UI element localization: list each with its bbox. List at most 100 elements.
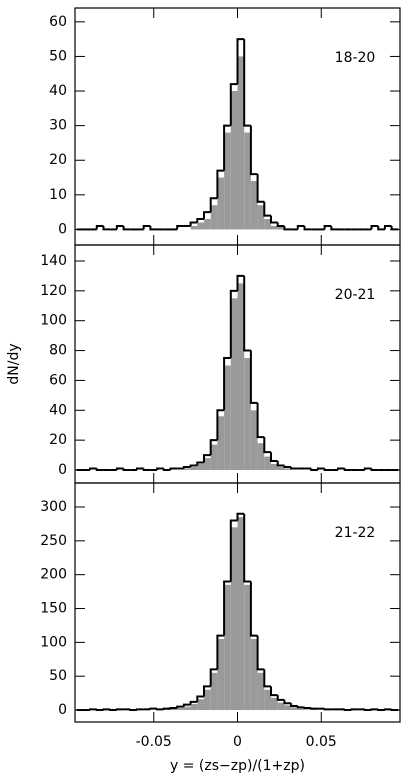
step xyxy=(276,461,285,467)
bar xyxy=(237,283,245,471)
bar xyxy=(244,584,251,711)
step xyxy=(202,685,211,697)
bar xyxy=(210,205,218,230)
step xyxy=(149,707,158,710)
y-tick-label: 0 xyxy=(58,221,67,237)
step xyxy=(316,467,325,471)
step xyxy=(370,468,379,472)
bar xyxy=(277,225,285,230)
panel-label: 20-21 xyxy=(335,287,376,303)
bar xyxy=(264,219,272,230)
step xyxy=(189,700,198,705)
step xyxy=(243,513,251,583)
step xyxy=(95,709,104,712)
step xyxy=(102,225,111,231)
step xyxy=(196,695,204,702)
bar xyxy=(304,709,312,711)
y-tick-label: 120 xyxy=(40,283,67,299)
bar xyxy=(224,365,231,471)
y-tick-label: 0 xyxy=(58,462,67,478)
step xyxy=(249,350,258,404)
bar xyxy=(177,707,184,711)
step xyxy=(182,466,191,469)
y-tick-label: 60 xyxy=(49,372,67,388)
y-axis-label: dN/dy xyxy=(6,343,22,384)
step xyxy=(263,201,272,217)
step xyxy=(229,83,238,126)
step xyxy=(142,468,151,472)
step xyxy=(176,224,184,230)
step xyxy=(343,709,352,712)
y-tick-label: 0 xyxy=(58,702,67,718)
bar xyxy=(244,132,251,230)
bar xyxy=(284,468,292,471)
x-tick-label: 0 xyxy=(233,734,242,750)
step xyxy=(209,197,218,213)
bar xyxy=(224,584,231,711)
step xyxy=(270,452,278,463)
step xyxy=(196,218,204,223)
bar xyxy=(183,468,191,471)
panel-label: 21-22 xyxy=(335,525,376,541)
bar xyxy=(277,702,285,711)
y-tick-label: 60 xyxy=(49,14,67,30)
step xyxy=(109,709,117,712)
bar xyxy=(250,638,258,711)
y-tick-label: 50 xyxy=(49,48,67,64)
bar xyxy=(230,298,238,471)
step xyxy=(323,224,332,230)
y-tick-label: 100 xyxy=(40,313,67,329)
step xyxy=(323,708,332,711)
step xyxy=(283,225,292,231)
step xyxy=(102,708,111,711)
step xyxy=(223,124,231,171)
y-tick-label: 150 xyxy=(40,601,67,617)
bar xyxy=(271,225,278,230)
step xyxy=(370,708,379,711)
step xyxy=(363,467,372,471)
step xyxy=(202,211,211,220)
bar xyxy=(163,709,171,711)
step xyxy=(162,468,171,472)
step xyxy=(276,695,285,701)
step xyxy=(229,519,238,582)
step xyxy=(135,467,144,471)
bar xyxy=(190,225,198,230)
step xyxy=(370,224,379,230)
bar xyxy=(210,672,218,711)
step xyxy=(236,274,245,291)
step xyxy=(283,465,292,469)
step xyxy=(377,225,385,231)
step xyxy=(176,705,184,708)
step xyxy=(263,437,272,454)
bar xyxy=(230,91,238,230)
bar xyxy=(197,699,204,711)
step xyxy=(142,224,151,230)
bar xyxy=(250,180,258,230)
step xyxy=(290,467,298,470)
step xyxy=(390,225,399,231)
bar xyxy=(264,689,272,711)
step xyxy=(290,703,298,707)
step xyxy=(216,634,225,670)
step xyxy=(95,468,104,472)
bar xyxy=(297,708,305,711)
bar xyxy=(197,222,204,230)
step xyxy=(249,125,258,176)
step xyxy=(383,708,392,711)
y-tick-label: 40 xyxy=(49,402,67,418)
step xyxy=(283,699,292,705)
y-tick-label: 250 xyxy=(40,533,67,549)
step xyxy=(89,467,97,471)
step xyxy=(209,668,218,687)
step xyxy=(310,468,318,472)
step xyxy=(330,225,339,231)
step xyxy=(223,357,231,411)
panel-label: 18-20 xyxy=(335,50,376,66)
step xyxy=(270,215,278,224)
bar xyxy=(291,707,298,711)
y-tick-label: 20 xyxy=(49,432,67,448)
y-tick-label: 80 xyxy=(49,343,67,359)
step xyxy=(229,289,238,359)
